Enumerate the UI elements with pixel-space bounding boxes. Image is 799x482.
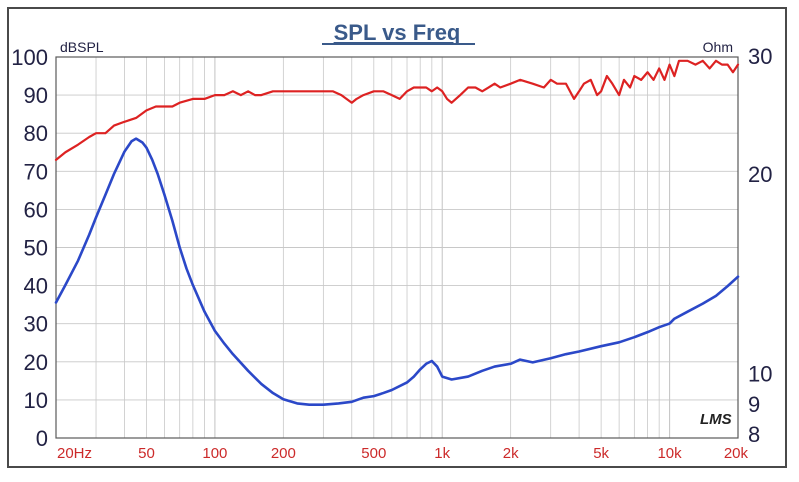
left-axis-label: dBSPL xyxy=(60,39,104,55)
x-tick-label: 1k xyxy=(434,445,450,462)
x-tick-label: 20k xyxy=(724,445,749,462)
y2-tick-label: 8 xyxy=(748,422,760,447)
lms-watermark: LMS xyxy=(700,411,732,428)
y-tick-label: 60 xyxy=(24,197,48,222)
series-layer xyxy=(54,59,740,406)
x-tick-labels: 20Hz 50 100 200 500 1k 2k 5k 10k 20k xyxy=(57,445,748,462)
chart-title: SPL vs Freq xyxy=(334,20,461,45)
right-axis-label: Ohm xyxy=(703,39,733,55)
x-tick-label: 100 xyxy=(202,445,227,462)
y-tick-label: 20 xyxy=(24,350,48,375)
y2-tick-label: 20 xyxy=(748,162,772,187)
y-tick-label: 0 xyxy=(36,426,48,451)
y2-tick-label: 30 xyxy=(748,44,772,69)
x-tick-label: 5k xyxy=(593,445,609,462)
y2-tick-label: 9 xyxy=(748,392,760,417)
y2-tick-label: 10 xyxy=(748,362,772,387)
plot-frame xyxy=(55,56,739,439)
spl-series-line xyxy=(54,59,740,161)
grid-layer xyxy=(55,56,739,439)
y-tick-label: 40 xyxy=(24,274,48,299)
x-tick-label: 500 xyxy=(361,445,386,462)
y-tick-label: 80 xyxy=(24,121,48,146)
y-tick-label: 70 xyxy=(24,159,48,184)
y2-tick-labels: 8 9 10 20 30 xyxy=(748,44,772,447)
y-tick-labels: 0 10 20 30 40 50 60 70 80 90 100 xyxy=(11,45,48,451)
impedance-series-line xyxy=(54,137,740,406)
x-tick-label: 20Hz xyxy=(57,445,92,462)
y-tick-label: 10 xyxy=(24,388,48,413)
y-tick-label: 100 xyxy=(11,45,48,70)
y-tick-label: 30 xyxy=(24,312,48,337)
x-tick-label: 10k xyxy=(657,445,682,462)
y-tick-label: 50 xyxy=(24,236,48,261)
outer-frame xyxy=(7,7,787,468)
y-tick-label: 90 xyxy=(24,83,48,108)
x-tick-label: 50 xyxy=(138,445,155,462)
x-tick-label: 2k xyxy=(503,445,519,462)
x-tick-label: 200 xyxy=(271,445,296,462)
